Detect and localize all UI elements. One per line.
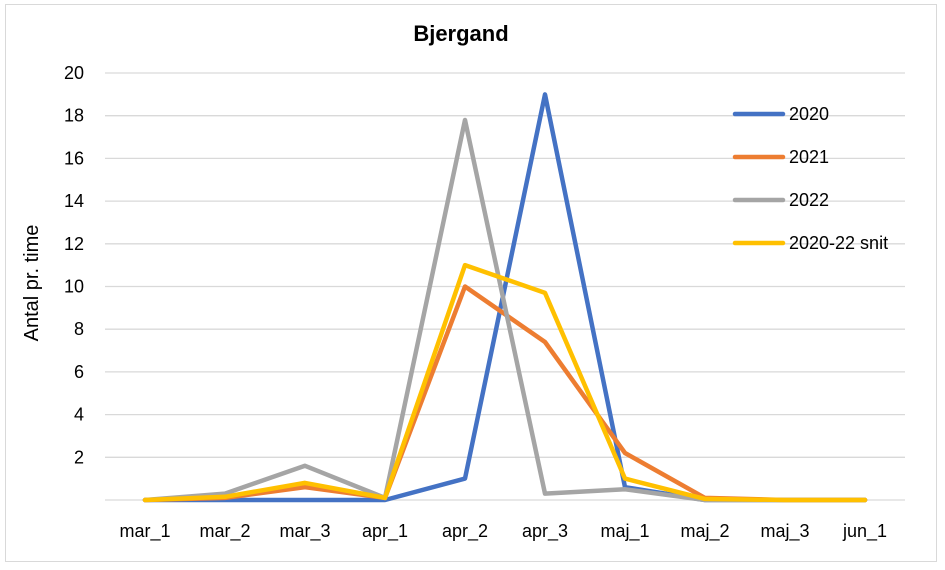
x-tick-labels: mar_1 mar_2 mar_3 apr_1 apr_2 apr_3 maj_1 maj_2…: [119, 521, 887, 542]
x-tick-label: apr_2: [442, 521, 488, 542]
x-tick-label: maj_2: [680, 521, 729, 542]
x-tick-label: jun_1: [842, 521, 887, 542]
y-tick-label: 2: [74, 447, 84, 467]
y-tick-label: 18: [64, 106, 84, 126]
chart-frame: [5, 4, 937, 562]
series-line-1: [142, 284, 868, 503]
y-tick-labels: 2 4 6 8 10 12 14 16 18 20: [64, 63, 84, 467]
x-tick-label: mar_3: [279, 521, 330, 542]
x-tick-label: mar_2: [199, 521, 250, 542]
series-line-2: [142, 117, 868, 503]
y-tick-label: 14: [64, 191, 84, 211]
chart-title: Bjergand: [413, 21, 508, 46]
x-tick-label: apr_1: [362, 521, 408, 542]
y-tick-label: 6: [74, 362, 84, 382]
legend-label-1: 2021: [789, 147, 829, 167]
y-tick-label: 10: [64, 277, 84, 297]
y-tick-label: 8: [74, 319, 84, 339]
series-lines: [142, 92, 868, 503]
legend-label-3: 2020-22 snit: [789, 233, 888, 253]
y-tick-label: 12: [64, 234, 84, 254]
series-line-3: [142, 262, 868, 503]
x-tick-label: mar_1: [119, 521, 170, 542]
y-tick-label: 20: [64, 63, 84, 83]
x-tick-label: maj_1: [600, 521, 649, 542]
y-axis-label: Antal pr. time: [21, 225, 43, 342]
y-tick-label: 16: [64, 148, 84, 168]
y-tick-label: 4: [74, 405, 84, 425]
x-tick-label: maj_3: [760, 521, 809, 542]
legend-label-0: 2020: [789, 104, 829, 124]
legend: 2020 2021 2022 2020-22 snit: [732, 104, 888, 253]
x-tick-label: apr_3: [522, 521, 568, 542]
legend-label-2: 2022: [789, 190, 829, 210]
